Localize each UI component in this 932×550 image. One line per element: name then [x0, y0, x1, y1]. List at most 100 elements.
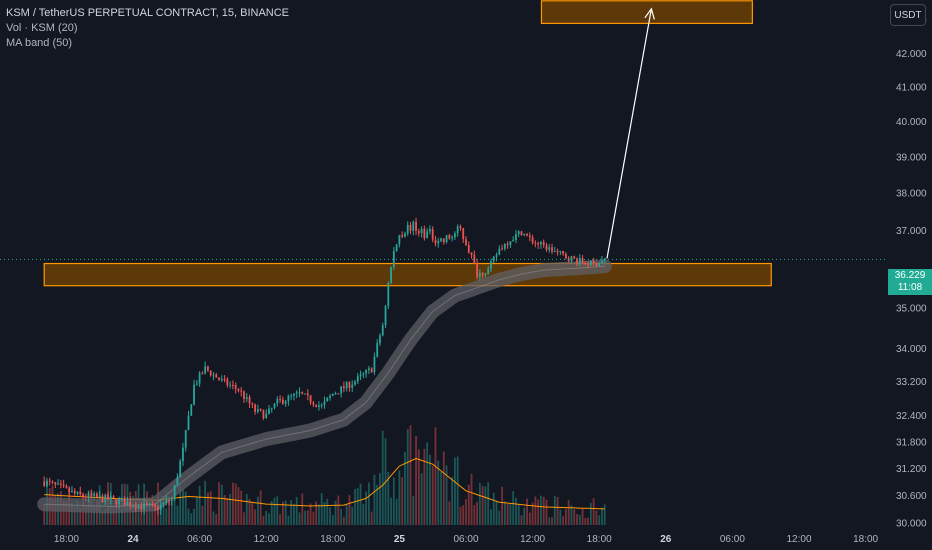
candle-body	[223, 379, 226, 381]
volume-bar	[595, 510, 598, 525]
candle-body	[570, 256, 573, 261]
volume-bar	[467, 484, 470, 525]
candle-body	[315, 404, 318, 407]
symbol-title[interactable]: KSM / TetherUS PERPETUAL CONTRACT, 15, B…	[6, 7, 290, 19]
candle-body	[121, 498, 123, 500]
volume-bar	[284, 500, 287, 525]
volume-bar	[165, 508, 168, 525]
candle-body	[526, 234, 528, 236]
candle-body	[576, 258, 578, 264]
volume-bar	[193, 508, 195, 525]
candle-body	[279, 398, 281, 400]
candle-body	[356, 376, 359, 382]
candle-body	[501, 248, 503, 250]
candle-body	[323, 401, 326, 406]
volume-bar	[148, 501, 151, 525]
candle-body	[129, 501, 132, 507]
candle-body	[531, 237, 534, 243]
candle-body	[262, 410, 265, 419]
last-price-value: 36.229	[894, 270, 926, 281]
time-tick-label: 12:00	[520, 534, 545, 545]
time-tick-label: 06:00	[720, 534, 745, 545]
volume-bar	[320, 493, 323, 525]
zone-target	[540, 0, 753, 24]
volume-bar	[259, 490, 262, 525]
candle-body	[462, 228, 465, 240]
volume-bar	[204, 480, 207, 525]
candle-body	[173, 485, 176, 500]
candle-body	[551, 247, 553, 252]
candle-body	[556, 251, 559, 253]
candle-body	[354, 381, 356, 385]
candle-body	[534, 242, 537, 244]
candle-body	[148, 504, 151, 506]
volume-bar	[207, 492, 209, 525]
candle-body	[331, 393, 334, 396]
volume-bar	[315, 501, 318, 525]
volume-bar	[404, 451, 406, 525]
candle-body	[107, 494, 109, 500]
volume-bar	[218, 482, 220, 525]
volume-bar	[351, 506, 354, 525]
volume-bar	[212, 511, 215, 525]
candle-body	[109, 496, 112, 500]
candle-body	[137, 505, 140, 509]
volume-bar	[526, 498, 528, 525]
candle-body	[401, 235, 404, 237]
candle-body	[43, 481, 46, 486]
volume-bar	[381, 430, 384, 525]
candle-body	[159, 504, 162, 510]
candle-body	[82, 494, 84, 497]
ma-band	[37, 259, 612, 514]
candle-body	[90, 493, 93, 496]
candle-body	[367, 368, 370, 371]
candle-body	[104, 494, 107, 502]
volume-bar	[367, 482, 370, 525]
volume-bar	[362, 503, 365, 525]
candle-body	[495, 254, 498, 257]
candle-body	[87, 493, 90, 498]
volume-bar	[209, 491, 212, 525]
volume-bar	[548, 517, 551, 525]
volume-bar	[523, 507, 526, 525]
ma-band-indicator-label[interactable]: MA band (50)	[6, 37, 73, 49]
price-tick-label: 31.200	[896, 464, 927, 475]
candle-body	[209, 370, 212, 376]
volume-bar	[232, 482, 234, 525]
price-tick-label: 30.000	[896, 519, 927, 530]
candle-body	[373, 356, 376, 373]
volume-bar	[390, 497, 392, 525]
candles-layer	[43, 217, 606, 516]
candle-body	[381, 325, 384, 336]
time-tick-label: 18:00	[587, 534, 612, 545]
volume-bar	[184, 491, 187, 525]
candle-body	[476, 263, 478, 278]
candle-body	[190, 404, 193, 416]
volume-bar	[223, 494, 226, 525]
volume-bar	[456, 456, 459, 525]
volume-bar	[295, 497, 298, 525]
candle-body	[415, 221, 417, 232]
volume-bar	[495, 501, 498, 525]
volume-bar	[517, 504, 520, 525]
volume-bar	[159, 508, 162, 525]
volume-bar	[318, 504, 320, 525]
candle-body	[542, 242, 545, 245]
candle-body	[143, 503, 145, 509]
price-tick-label: 34.000	[896, 344, 927, 355]
time-axis[interactable]: 18:00 24 06:00 12:00 18:00 25 06:00 12:00 18:00 2…	[54, 534, 879, 545]
candle-body	[123, 498, 126, 506]
candle-body	[101, 495, 104, 502]
volume-indicator-label[interactable]: Vol · KSM (20)	[6, 22, 78, 34]
candle-body	[376, 343, 379, 357]
volume-bar	[190, 513, 193, 525]
volume-bar	[240, 490, 243, 525]
volume-bar	[348, 495, 351, 525]
currency-button[interactable]: USDT	[890, 4, 926, 26]
volume-bar	[528, 512, 531, 525]
volume-bar	[509, 504, 512, 525]
candle-body	[218, 377, 220, 380]
candle-body	[406, 224, 409, 234]
projection-arrow	[606, 8, 652, 259]
